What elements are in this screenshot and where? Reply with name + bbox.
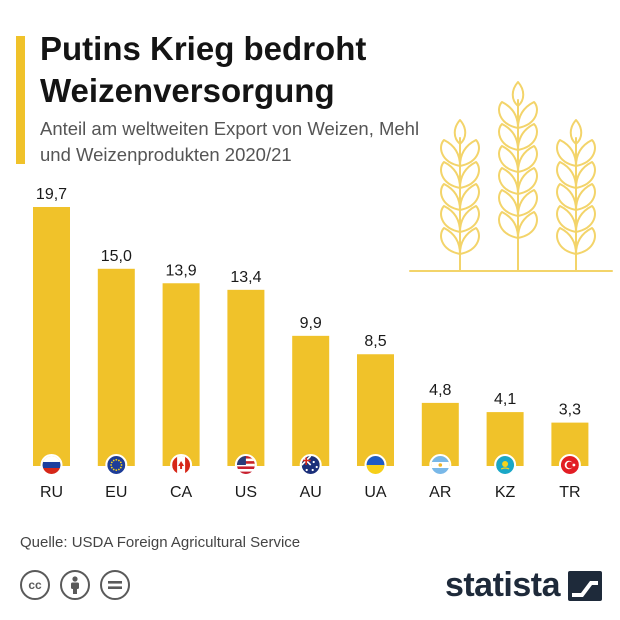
flag-ring xyxy=(429,454,452,476)
source-note: Quelle: USDA Foreign Agricultural Servic… xyxy=(20,534,301,551)
chart-title: Putins Krieg bedroht Weizenversorgung xyxy=(40,30,367,109)
eu-flag-icon xyxy=(107,456,126,474)
bar-us xyxy=(227,289,265,466)
ukraine-flag-icon xyxy=(366,456,385,474)
category-label: TR xyxy=(559,484,580,501)
bar-chart: 19,7 RU 15,0 EU 13,9 CA 13,4 US 9,9 AU 8,5 UA 4,8 AR 4… xyxy=(33,186,589,501)
category-label: AR xyxy=(429,484,451,501)
australia-flag-icon xyxy=(301,456,320,474)
category-label: EU xyxy=(105,484,127,501)
value-label: 19,7 xyxy=(36,186,67,203)
category-label: US xyxy=(235,484,257,501)
value-label: 8,5 xyxy=(364,333,386,350)
category-label: KZ xyxy=(495,484,516,501)
cc-icon[interactable]: cc xyxy=(20,570,50,600)
canada-flag-icon xyxy=(172,456,191,474)
statista-logo-icon xyxy=(568,570,602,601)
chart-subtitle: Anteil am weltweiten Export von Weizen, … xyxy=(40,118,420,165)
flag-ring xyxy=(234,454,257,476)
value-label: 13,4 xyxy=(230,269,261,286)
bar-ru xyxy=(33,207,70,466)
by-icon[interactable] xyxy=(60,570,90,600)
title-accent-bar xyxy=(16,36,25,164)
value-label: 4,8 xyxy=(429,382,451,399)
category-label: CA xyxy=(170,484,193,501)
flag-ring xyxy=(558,454,581,476)
value-label: 4,1 xyxy=(494,391,516,408)
value-label: 13,9 xyxy=(166,262,197,279)
value-label: 15,0 xyxy=(101,248,132,265)
bar-au xyxy=(292,335,330,466)
bar-eu xyxy=(97,268,135,466)
flag-ring xyxy=(40,454,63,476)
flag-ring xyxy=(105,454,128,476)
russia-flag-icon xyxy=(42,456,61,474)
flag-ring xyxy=(494,454,517,476)
license-icons: cc xyxy=(20,570,130,600)
category-label: AU xyxy=(300,484,322,501)
flag-ring xyxy=(170,454,193,476)
usa-flag-icon xyxy=(236,456,255,474)
nd-icon[interactable] xyxy=(100,570,130,600)
statista-logo[interactable]: statista xyxy=(445,566,602,605)
turkey-flag-icon xyxy=(560,456,579,474)
kazakhstan-flag-icon xyxy=(496,456,515,474)
flag-ring xyxy=(299,454,322,476)
bar-ca xyxy=(162,283,200,466)
wheat-icon xyxy=(409,81,613,272)
flag-ring xyxy=(364,454,387,476)
category-label: UA xyxy=(364,484,387,501)
argentina-flag-icon xyxy=(431,456,450,474)
value-label: 3,3 xyxy=(559,402,581,419)
bar-ua xyxy=(357,354,394,466)
value-label: 9,9 xyxy=(300,315,322,332)
category-label: RU xyxy=(40,484,63,501)
brand-name: statista xyxy=(444,566,561,604)
